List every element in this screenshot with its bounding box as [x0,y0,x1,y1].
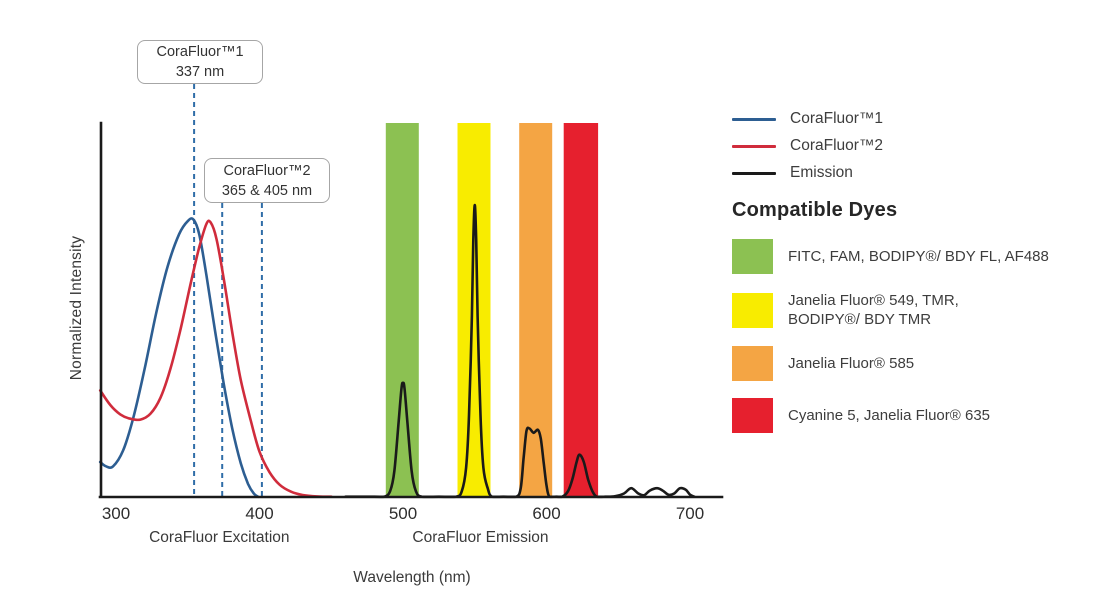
x-tick-label: 300 [101,504,131,523]
dye-item: FITC, FAM, BODIPY®/ BDY FL, AF488 [732,239,1104,274]
legend-item: CoraFluor™1 [732,110,1104,128]
dye-label: FITC, FAM, BODIPY®/ BDY FL, AF488 [788,248,1049,265]
dye-color-swatch [732,239,773,274]
callout-corafluor1: CoraFluor™1 337 nm [137,40,263,84]
filter-band-3 [563,123,599,497]
dye-color-swatch [732,292,773,328]
dye-color-swatch [732,346,773,381]
filter-band-0 [385,123,419,497]
dye-color-swatch [732,398,773,433]
y-axis-label: Normalized Intensity [68,235,85,381]
dye-item: Janelia Fluor® 585 [732,346,1104,381]
x-tick-label: 400 [245,504,274,523]
dye-label: Cyanine 5, Janelia Fluor® 635 [788,407,991,424]
callout-corafluor1-title: CoraFluor™1 [156,44,244,60]
compatible-dyes-heading: Compatible Dyes [732,199,898,221]
legend-item: CoraFluor™2 [732,137,1104,155]
legend-item-label: Emission [790,164,853,181]
callout-corafluor1-value: 337 nm [175,64,225,80]
axis-section-label-1: CoraFluor Emission [412,529,549,546]
emission-curve [344,203,696,499]
legend-item-label: CoraFluor™2 [790,137,884,154]
dye-item: Janelia Fluor® 549, TMR, BODIPY®/ BDY TM… [732,291,1104,329]
legend-line-swatch [732,117,776,121]
callout-corafluor2-title: CoraFluor™2 [223,162,311,179]
axis-lines [98,121,724,499]
x-tick-label: 500 [388,504,418,523]
x-axis-label: Wavelength (nm) [353,569,471,586]
callout-corafluor2: CoraFluor™2 365 & 405 nm [204,158,330,203]
dye-label: Janelia Fluor® 585 [788,355,915,372]
legend-item: Emission [732,164,1104,182]
filter-band-1 [457,123,491,497]
dye-item: Cyanine 5, Janelia Fluor® 635 [732,398,1104,433]
callout-corafluor2-value: 365 & 405 nm [221,182,313,199]
x-tick-label: 700 [675,504,705,523]
legend-item-label: CoraFluor™1 [790,110,884,127]
legend-panel: CoraFluor™1 CoraFluor™2 Emission Compatibl… [732,110,1104,450]
legend-line-swatch [732,171,776,175]
legend-items: CoraFluor™1 CoraFluor™2 Emission [732,110,1104,182]
legend-line-swatch [732,144,776,148]
x-tick-label: 600 [532,504,561,523]
excitation-curve-corafluor1 [98,217,260,498]
axis-section-label-0: CoraFluor Excitation [149,529,290,546]
dye-label: Janelia Fluor® 549, TMR, BODIPY®/ BDY TM… [788,292,959,328]
compatible-dyes-list: FITC, FAM, BODIPY®/ BDY FL, AF488 Janelia… [732,239,1104,433]
excitation-curve-corafluor2 [98,219,333,498]
